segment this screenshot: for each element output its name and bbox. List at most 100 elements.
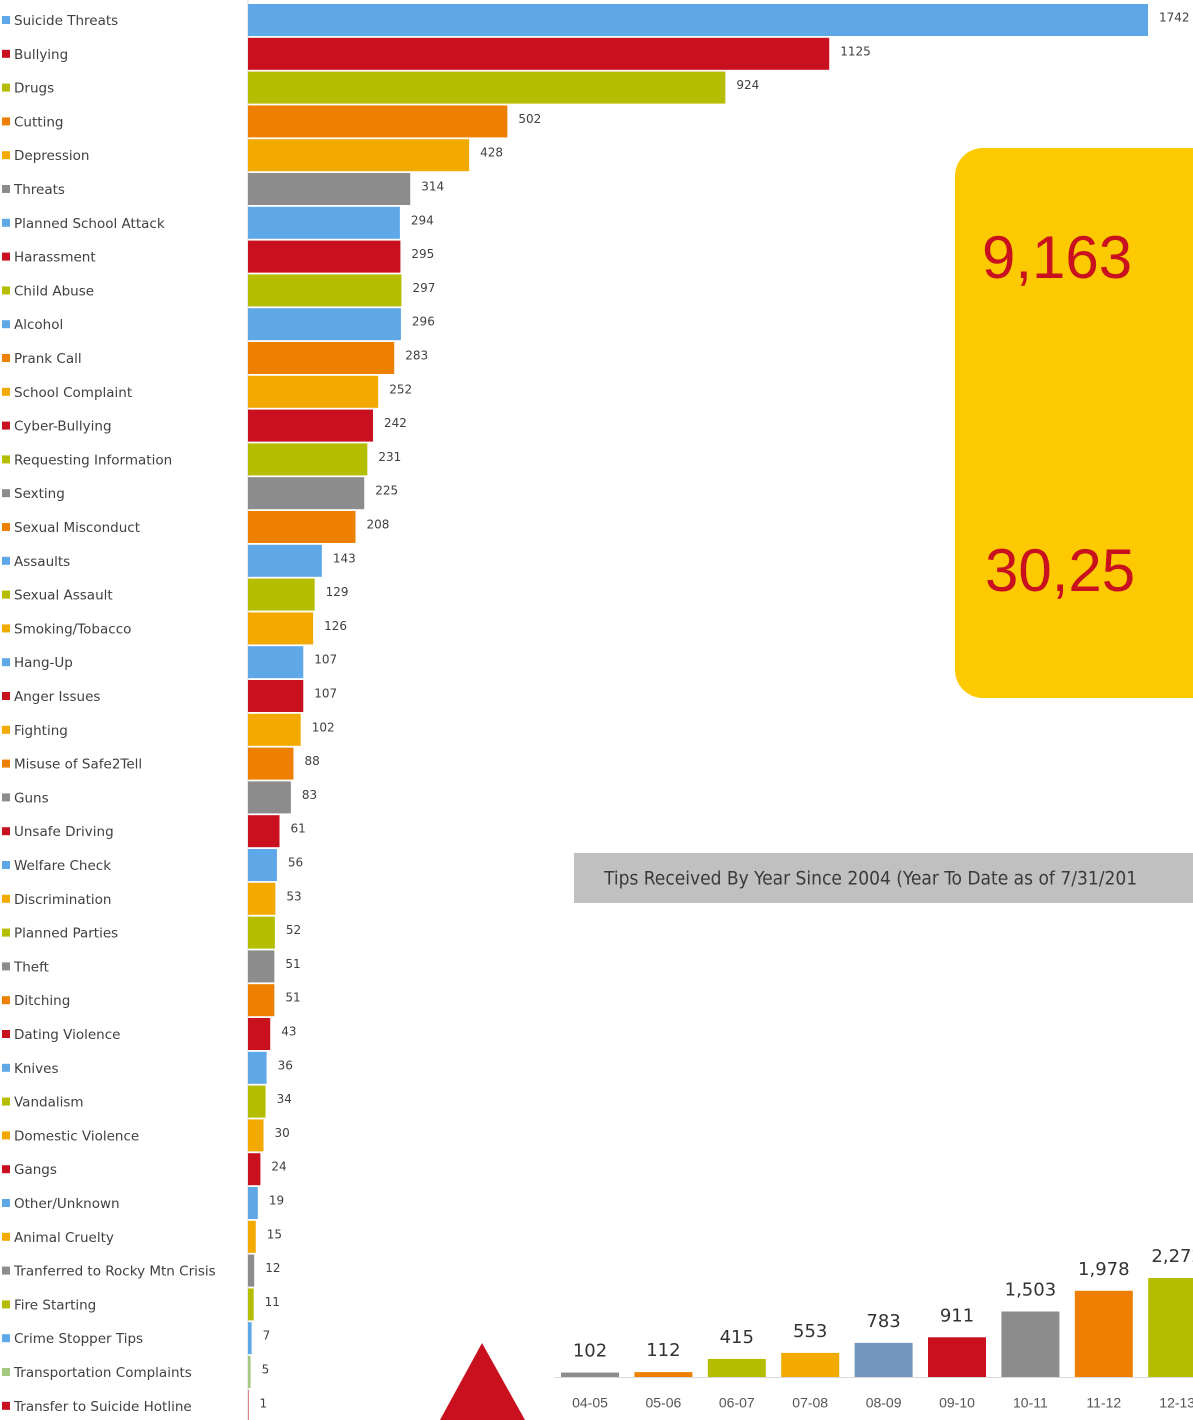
bar (248, 206, 400, 239)
legend-swatch (2, 218, 10, 227)
category-label: Welfare Check (14, 858, 111, 874)
value-label: 5 (262, 1363, 270, 1377)
bar (248, 1220, 256, 1253)
legend-swatch (2, 1063, 10, 1072)
callout-number: 9,163 (982, 224, 1132, 291)
value-label: 88 (304, 754, 319, 768)
legend-swatch (2, 185, 10, 193)
legend-swatch (2, 489, 10, 498)
triangle (440, 1343, 525, 1420)
legend-swatch (2, 692, 10, 700)
legend-swatch (2, 624, 10, 633)
category-label: Guns (14, 790, 49, 806)
x-tick-label: 10-11 (1013, 1395, 1048, 1411)
value-label: 2,272 (1151, 1246, 1193, 1267)
value-label: 296 (412, 315, 435, 329)
bar (248, 578, 315, 611)
category-label: Sexual Misconduct (14, 520, 140, 536)
bar (248, 37, 830, 70)
category-label: Transportation Complaints (13, 1365, 192, 1381)
legend-swatch (2, 387, 10, 396)
category-label: Smoking/Tobacco (14, 621, 131, 637)
category-label: Vandalism (14, 1095, 84, 1111)
value-label: 294 (411, 213, 434, 227)
value-label: 129 (326, 585, 349, 599)
legend-swatch (2, 83, 10, 92)
bar (248, 1254, 255, 1287)
legend-swatch (2, 1232, 10, 1241)
bar (248, 409, 374, 442)
value-label: 297 (412, 281, 435, 295)
banner (574, 853, 1193, 903)
bar (928, 1337, 986, 1377)
value-label: 56 (288, 856, 303, 870)
value-label: 143 (333, 551, 356, 565)
value-label: 126 (324, 619, 347, 633)
category-label: Planned Parties (14, 926, 118, 942)
category-label: Anger Issues (14, 689, 100, 705)
value-label: 1125 (840, 44, 871, 58)
category-label: Animal Cruelty (14, 1230, 114, 1246)
category-label: Theft (13, 959, 49, 975)
value-label: 61 (291, 822, 306, 836)
category-label: Unsafe Driving (14, 824, 114, 840)
x-tick-label: 07-08 (792, 1395, 828, 1411)
category-label: Assaults (14, 554, 70, 570)
bar (248, 646, 304, 679)
legend-swatch (2, 928, 10, 937)
value-label: 51 (285, 991, 300, 1005)
callout-box (955, 148, 1193, 698)
category-label: Crime Stopper Tips (14, 1331, 143, 1347)
bar (248, 984, 275, 1017)
bar (248, 105, 508, 138)
legend-swatch (2, 996, 10, 1005)
x-tick-label: 11-12 (1086, 1395, 1121, 1411)
legend-swatch (2, 1165, 10, 1174)
value-label: 502 (518, 112, 541, 126)
bar (248, 612, 314, 645)
category-label: Tranferred to Rocky Mtn Crisis (13, 1264, 216, 1280)
legend-swatch (2, 16, 10, 24)
bar (248, 882, 276, 915)
category-label: School Complaint (14, 385, 132, 401)
legend-swatch (2, 1266, 10, 1275)
value-label: 783 (866, 1311, 900, 1332)
value-label: 102 (573, 1341, 607, 1362)
legend-swatch (2, 725, 10, 734)
value-label: 208 (366, 518, 389, 532)
category-label: Dating Violence (14, 1027, 120, 1043)
legend-swatch (2, 861, 10, 869)
category-label: Sexual Assault (14, 588, 113, 604)
category-label: Harassment (14, 250, 96, 266)
legend-swatch (2, 523, 10, 531)
bar (248, 1356, 251, 1388)
bar (248, 1187, 258, 1219)
legend-swatch (2, 354, 10, 362)
value-label: 225 (375, 484, 398, 498)
value-label: 7 (263, 1329, 271, 1343)
category-label: Ditching (14, 993, 70, 1009)
category-label: Threats (13, 182, 65, 198)
bar (248, 680, 304, 712)
bar (1148, 1278, 1193, 1377)
bar (248, 1322, 252, 1355)
x-tick-label: 05-06 (645, 1395, 681, 1411)
category-label: Misuse of Safe2Tell (14, 757, 142, 773)
value-label: 19 (269, 1194, 284, 1208)
legend-swatch (2, 1030, 10, 1038)
category-label: Cyber-Bullying (14, 419, 112, 435)
bar (1001, 1311, 1060, 1377)
category-label: Cutting (14, 114, 63, 130)
value-label: 428 (480, 146, 503, 160)
value-label: 12 (265, 1261, 280, 1275)
bar (781, 1352, 840, 1377)
value-label: 51 (285, 957, 300, 971)
chart-title: Tips Received By Year Since 2004 (Year T… (603, 868, 1137, 890)
value-label: 83 (302, 788, 317, 802)
value-label: 52 (286, 923, 301, 937)
legend-swatch (2, 894, 10, 903)
bar (248, 375, 379, 408)
bar (1074, 1290, 1133, 1377)
value-label: 295 (411, 247, 434, 261)
